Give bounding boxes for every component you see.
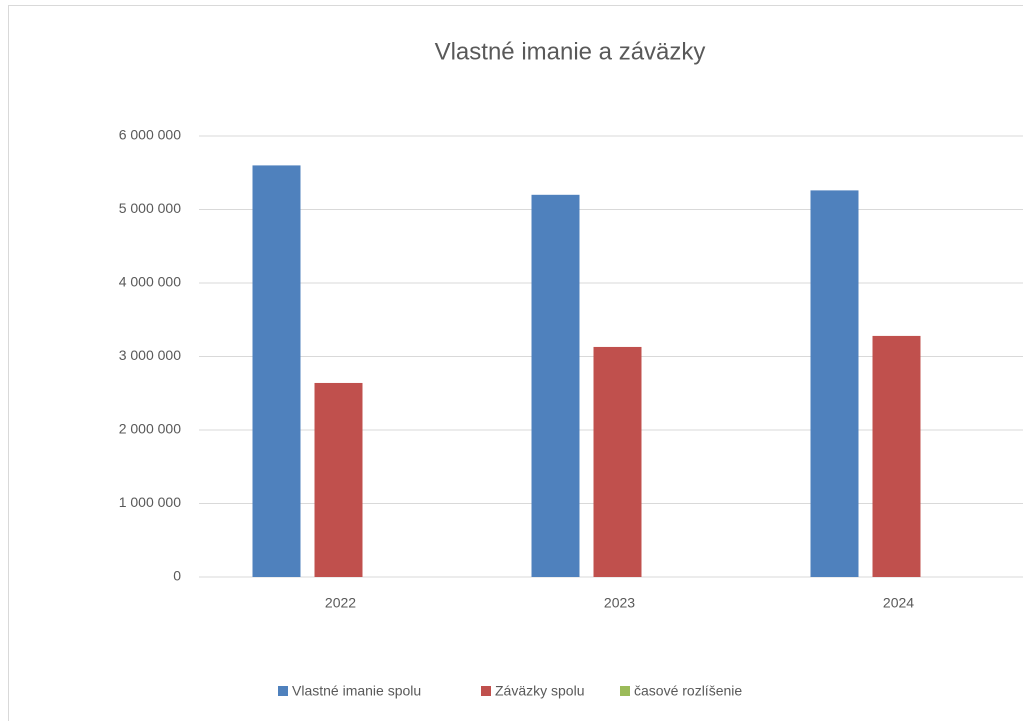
y-tick-label: 2 000 000 — [119, 421, 181, 437]
y-tick-label: 6 000 000 — [119, 127, 181, 143]
x-tick-label: 2024 — [883, 595, 914, 611]
bar — [811, 190, 859, 577]
legend-label: Záväzky spolu — [495, 683, 584, 699]
bar — [315, 383, 363, 577]
y-tick-label: 3 000 000 — [119, 347, 181, 363]
bar — [532, 195, 580, 577]
chart-title: Vlastné imanie a záväzky — [435, 38, 706, 65]
bar — [873, 336, 921, 577]
y-tick-label: 5 000 000 — [119, 200, 181, 216]
chart-border — [9, 6, 1023, 722]
legend-label: časové rozlíšenie — [634, 683, 742, 699]
y-tick-label: 0 — [173, 568, 181, 584]
x-tick-label: 2023 — [604, 595, 635, 611]
bar — [594, 347, 642, 577]
bar — [253, 165, 301, 577]
legend-label: Vlastné imanie spolu — [292, 683, 421, 699]
legend-swatch — [481, 686, 491, 696]
legend-swatch — [620, 686, 630, 696]
y-tick-label: 1 000 000 — [119, 494, 181, 510]
y-tick-label: 4 000 000 — [119, 274, 181, 290]
legend-swatch — [278, 686, 288, 696]
x-tick-label: 2022 — [325, 595, 356, 611]
